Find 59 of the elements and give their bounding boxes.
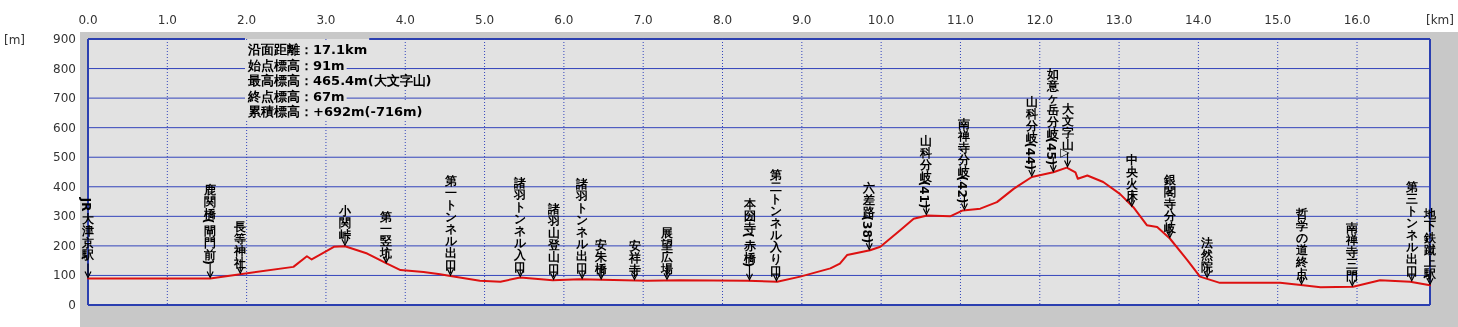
annotation: 鹿関橋(閘門前) xyxy=(201,182,218,265)
annotation: 諸羽トンネル出口 xyxy=(575,177,590,276)
x-tick-label: 8.0 xyxy=(712,13,733,27)
annotation: 南禅寺分岐(42) xyxy=(955,116,972,204)
x-tick-label: 13.0 xyxy=(1105,13,1133,27)
x-axis-title: [km] xyxy=(1425,13,1454,27)
x-tick-label: 11.0 xyxy=(947,13,974,27)
x-tick-label: 4.0 xyxy=(395,13,415,27)
annotation: JR大津京駅 xyxy=(79,196,95,263)
annotation: 本圀寺(赤橋) xyxy=(740,197,757,268)
y-tick-label: 200 xyxy=(53,238,76,253)
y-tick-label: 600 xyxy=(53,120,76,135)
x-tick-label: 5.0 xyxy=(475,13,495,27)
y-tick-label: 500 xyxy=(53,150,76,165)
x-tick-label: 15.0 xyxy=(1264,13,1292,27)
x-tick-label: 7.0 xyxy=(633,13,653,27)
annotation: 諸羽山登山口 xyxy=(546,202,561,277)
annotation: 地下鉄蹴上駅 xyxy=(1423,207,1437,282)
x-tick-label: 6.0 xyxy=(554,13,574,27)
annotation: 南禅寺三門 xyxy=(1345,220,1359,283)
annotation: 中央火床 xyxy=(1124,153,1139,204)
x-tick-label: 2.0 xyxy=(237,13,257,27)
annotation: 始点標高：91m xyxy=(247,57,345,73)
x-tick-label: 12.0 xyxy=(1026,13,1054,27)
x-tick-label: 14.0 xyxy=(1185,13,1212,27)
x-tick-label: 16.0 xyxy=(1343,13,1371,27)
y-tick-label: 400 xyxy=(53,179,76,194)
annotation: 山科分岐(41) xyxy=(917,133,934,209)
annotation: 累積標高：+692m(-716m) xyxy=(247,104,423,119)
annotation: 終点標高：67m xyxy=(247,88,345,104)
annotation: 最高標高：465.4m(大文字山) xyxy=(247,73,432,88)
annotation: 第一トンネル出口 xyxy=(443,174,458,272)
annotation: 如意ヶ岳分岐(45) xyxy=(1044,66,1061,166)
x-tick-label: 0.0 xyxy=(78,13,98,27)
annotation: 長等神社 xyxy=(233,220,247,271)
annotation: 小関峠 xyxy=(338,204,352,243)
annotation: 第三トンネル出口 xyxy=(1404,179,1419,278)
x-tick-label: 9.0 xyxy=(792,13,812,27)
annotation: 六差路(38) xyxy=(860,180,877,244)
x-tick-label: 1.0 xyxy=(157,13,177,27)
annotation: 法然院 xyxy=(1200,236,1215,275)
x-tick-label: 10.0 xyxy=(867,13,895,27)
annotation: 第二トンネル入り口 xyxy=(769,167,784,278)
annotation: 銀閣寺分岐 xyxy=(1162,172,1177,235)
x-tick-label: 3.0 xyxy=(316,13,336,27)
annotation: 展望広場 xyxy=(660,226,673,277)
y-tick-label: 800 xyxy=(53,61,76,76)
y-tick-label: 700 xyxy=(53,91,76,106)
y-tick-label: 0 xyxy=(68,298,76,312)
y-tick-label: 300 xyxy=(53,209,76,224)
annotation: 大文字山△ xyxy=(1058,101,1075,159)
annotation: 諸羽トンネル入口 xyxy=(513,175,528,274)
annotation: 沿面距離：17.1km xyxy=(247,42,368,57)
annotation: 第一竪坑 xyxy=(379,209,393,260)
y-axis-title: [m] xyxy=(4,33,26,47)
annotation: 安朱橋 xyxy=(594,237,609,276)
y-tick-label: 100 xyxy=(53,268,76,283)
annotation: 山科分岐(44) xyxy=(1022,95,1039,170)
y-tick-label: 900 xyxy=(53,32,76,46)
